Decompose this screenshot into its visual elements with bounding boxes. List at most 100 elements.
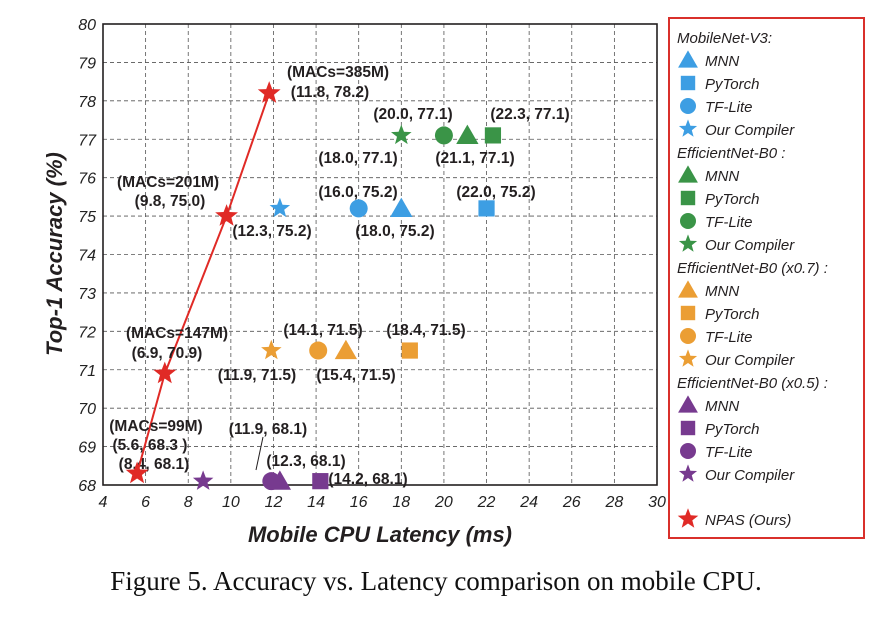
x-tick-label: 14	[307, 494, 325, 511]
legend-item-label: MNN	[705, 168, 739, 185]
data-point-square	[478, 200, 495, 217]
npas-star-marker	[215, 204, 238, 226]
legend-circle-icon	[680, 443, 696, 459]
data-label: (9.8, 75.0)	[135, 193, 206, 210]
legend-triangle-icon	[678, 395, 698, 413]
figure-caption: Figure 5. Accuracy vs. Latency compariso…	[110, 566, 762, 596]
legend-item-label: TF-Lite	[705, 329, 753, 346]
x-tick-label: 18	[392, 494, 410, 511]
legend-square-icon	[680, 305, 696, 321]
x-tick-label: 20	[434, 494, 453, 511]
x-tick-label: 4	[99, 494, 108, 511]
legend: MobileNet-V3: MNN PyTorch TF-Lite Our Compil…	[668, 17, 865, 539]
npas-line	[136, 92, 271, 474]
data-point-circle	[349, 199, 368, 218]
legend-star-icon	[678, 234, 698, 252]
y-tick-label: 80	[78, 17, 96, 34]
data-label: (11.8, 78.2)	[291, 84, 369, 101]
data-point-circle	[262, 472, 281, 491]
data-point-star	[192, 470, 214, 490]
legend-item-label: Our Compiler	[705, 122, 795, 139]
data-label: (18.0, 75.2)	[355, 223, 434, 240]
legend-item-label: Our Compiler	[705, 352, 795, 369]
data-label: (12.3, 68.1)	[266, 453, 345, 470]
legend-item-label: Our Compiler	[705, 467, 795, 484]
y-tick-label: 69	[78, 440, 96, 457]
x-tick-label: 30	[648, 494, 666, 511]
data-label: (5.6, 68.3 )	[113, 437, 188, 454]
data-point-star	[269, 197, 291, 218]
x-tick-label: 28	[604, 494, 623, 511]
x-tick-label: 26	[562, 494, 581, 511]
npas-star-marker	[125, 461, 149, 484]
data-point-circle	[309, 341, 328, 360]
legend-item-label: TF-Lite	[705, 444, 753, 461]
data-point-star	[261, 339, 282, 360]
y-tick-label: 75	[78, 209, 96, 226]
data-point-square	[312, 473, 329, 490]
x-tick-label: 12	[265, 494, 283, 511]
y-tick-label: 73	[78, 286, 96, 303]
legend-star-icon	[678, 349, 698, 367]
y-tick-label: 70	[78, 401, 96, 418]
legend-item-label: MNN	[705, 283, 739, 300]
y-tick-label: 76	[78, 171, 96, 188]
macs-label: (MACs=385M)	[287, 64, 389, 81]
data-label: (22.3, 77.1)	[490, 106, 569, 123]
npas-star-marker	[257, 81, 281, 103]
macs-label: (MACs=99M)	[109, 418, 202, 435]
legend-group-heading: EfficientNet-B0 (x0.7) :	[677, 260, 828, 277]
legend-star-icon	[678, 119, 698, 137]
y-tick-label: 79	[78, 55, 96, 72]
data-point-circle	[434, 126, 453, 145]
data-label: (14.1, 71.5)	[283, 322, 362, 339]
legend-star-icon	[678, 464, 698, 482]
legend-group-heading: EfficientNet-B0 (x0.5) :	[677, 375, 828, 392]
data-label: (21.1, 77.1)	[435, 150, 514, 167]
macs-label: (MACs=147M)	[126, 325, 228, 342]
macs-label: (MACs=201M)	[117, 174, 219, 191]
y-tick-label: 74	[78, 248, 96, 265]
x-axis-label: Mobile CPU Latency (ms)	[248, 522, 512, 547]
x-tick-label: 6	[141, 494, 150, 511]
legend-triangle-icon	[678, 50, 698, 68]
legend-star-icon	[677, 508, 699, 528]
data-label: (11.9, 71.5)	[218, 367, 296, 384]
legend-square-icon	[680, 420, 696, 436]
data-point-star	[391, 124, 412, 145]
data-label: (18.0, 77.1)	[318, 150, 397, 167]
data-label: (12.3, 75.2)	[232, 223, 311, 240]
data-point-square	[401, 342, 418, 359]
legend-item-label: MNN	[705, 398, 739, 415]
legend-item-label: PyTorch	[705, 191, 759, 208]
y-tick-label: 68	[78, 478, 96, 495]
legend-square-icon	[680, 75, 696, 91]
data-label: (22.0, 75.2)	[456, 184, 535, 201]
legend-group-heading: EfficientNet-B0 :	[677, 145, 785, 162]
legend-item-label: NPAS (Ours)	[705, 512, 791, 529]
data-point-square	[484, 127, 502, 144]
y-tick-label: 71	[78, 363, 96, 380]
data-point-triangle	[390, 197, 413, 218]
legend-circle-icon	[680, 328, 696, 344]
legend-box	[668, 17, 865, 539]
x-tick-label: 16	[350, 494, 368, 511]
plot-frame	[102, 23, 658, 486]
data-point-triangle	[456, 124, 479, 145]
x-tick-label: 24	[519, 494, 538, 511]
npas-star-marker	[153, 361, 177, 384]
y-tick-label: 78	[78, 94, 96, 111]
x-tick-label: 8	[184, 494, 193, 511]
legend-square-icon	[680, 190, 696, 206]
legend-item-label: PyTorch	[705, 306, 759, 323]
legend-circle-icon	[680, 98, 696, 114]
data-label: (20.0, 77.1)	[373, 106, 452, 123]
legend-triangle-icon	[678, 165, 698, 183]
y-tick-label: 77	[78, 132, 97, 149]
x-tick-label: 22	[477, 494, 496, 511]
legend-item-label: TF-Lite	[705, 214, 753, 231]
data-label: (11.9, 68.1)	[229, 421, 307, 438]
data-label: (14.2, 68.1)	[328, 471, 407, 488]
legend-item-label: Our Compiler	[705, 237, 795, 254]
